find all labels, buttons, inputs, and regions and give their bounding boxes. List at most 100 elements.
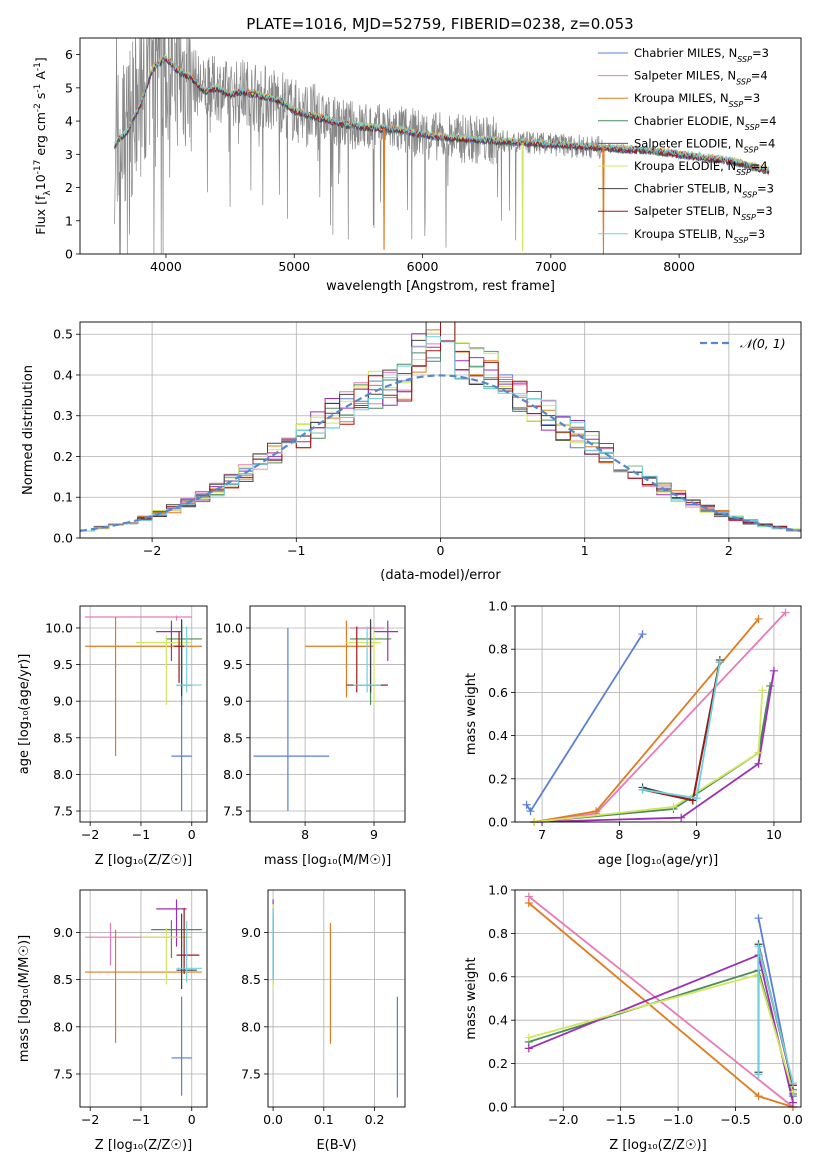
- normal-curve: [79, 374, 802, 532]
- y-tick-label: 0.0: [488, 1100, 508, 1115]
- x-tick-label: −1.0: [663, 1112, 693, 1127]
- y-axis-label: age [log₁₀(age/yr)]: [17, 654, 32, 775]
- y-tick-label: 9.0: [53, 694, 73, 709]
- legend-name: Kroupa STELIB, N: [634, 227, 734, 241]
- x-tick-label: 8000: [663, 259, 695, 274]
- y-tick-label: 8.5: [53, 972, 73, 987]
- y-tick-label: 0.4: [53, 367, 73, 382]
- y-tick-label: 0.8: [488, 926, 508, 941]
- weight-series-line: [757, 918, 794, 1097]
- weight-series-line: [525, 633, 644, 813]
- y-tick-label: 8.5: [223, 730, 243, 745]
- legend-tail: =3: [757, 182, 774, 196]
- weight-series-line: [534, 611, 787, 823]
- x-tick-label: 7: [538, 827, 546, 842]
- y-tick-label: 10.0: [215, 620, 243, 635]
- weight-point-marker: [754, 748, 763, 757]
- x-tick-label: −1: [287, 543, 305, 558]
- x-tick-label: −2.0: [548, 1112, 578, 1127]
- y-tick-label: 9.0: [53, 925, 73, 940]
- y-axis-label-part: -2: [33, 103, 43, 112]
- weight-point-marker: [754, 1092, 763, 1101]
- x-tick-label: 0.0: [263, 1112, 283, 1127]
- y-axis-label-part: -17: [33, 160, 43, 175]
- weight_vs_age-axes: 7 8 9 10 0.0 0.2 0.4 0.6 0.8 1.0 age [log₁₀(age/yr…: [464, 599, 802, 868]
- x-tick-label: 0: [437, 543, 445, 558]
- y-tick-label: 9.5: [53, 657, 73, 672]
- weight-series-line: [534, 670, 775, 823]
- legend-entry: Chabrier ELODIE, NSSP=4: [634, 114, 776, 132]
- legend-sub: SSP: [736, 77, 751, 86]
- axes-frame: [79, 37, 802, 255]
- weight-point-marker: [754, 759, 763, 768]
- age_vs_mass-axes: 8 9 7.5 8.0 8.5 9.0 9.5 10.0 mass [log₁₀(M/M☉)]: [215, 605, 406, 868]
- y-axis-label-part: erg cm: [33, 112, 48, 160]
- y-tick-label: 6: [65, 47, 73, 62]
- axes-frame: [514, 889, 802, 1108]
- legend-name: Salpeter MILES, N: [634, 69, 736, 83]
- y-tick-label: 0.0: [488, 815, 508, 830]
- legend-name: Kroupa MILES, N: [634, 91, 729, 105]
- y-tick-label: 9.0: [241, 925, 261, 940]
- x-axis-label: Z [log₁₀(Z/Z☉)]: [95, 1138, 192, 1153]
- legend-sub: SSP: [741, 213, 756, 222]
- y-tick-label: 4: [65, 114, 73, 129]
- y-tick-label: 3: [65, 147, 73, 162]
- weight-point-marker: [592, 807, 601, 816]
- x-tick-label: −2: [143, 543, 161, 558]
- x-tick-label: 8: [301, 827, 309, 842]
- legend-tail: =3: [752, 46, 769, 60]
- x-tick-label: 10: [766, 827, 782, 842]
- weight-point-marker: [526, 807, 535, 816]
- x-tick-label: −0.5: [720, 1112, 750, 1127]
- y-axis-label: Normed distribution: [21, 365, 36, 495]
- axes-frame: [249, 605, 406, 823]
- y-axis-label: mass weight: [464, 673, 479, 755]
- x-axis-label: (data-model)/error: [380, 568, 501, 583]
- weight_vs_Z-axes: −2.0 −1.5 −1.0 −0.5 0.0 0.0 0.2 0.4 0.6 0.8 1.0 Z […: [464, 883, 803, 1154]
- y-tick-label: 0.2: [53, 449, 73, 464]
- legend-name: Chabrier MILES, N: [634, 46, 737, 60]
- x-tick-label: −2: [81, 1112, 99, 1127]
- y-tick-label: 7.5: [223, 804, 243, 819]
- y-axis-label-part: ]: [33, 57, 48, 62]
- spectrum-spike: [602, 147, 605, 254]
- mass_vs_Z-axes: −2 −1 0 7.5 8.0 8.5 9.0 Z [log₁₀(Z/Z☉)] mass [lo…: [17, 889, 208, 1153]
- x-tick-label: 9: [693, 827, 701, 842]
- legend-entry: Chabrier MILES, NSSP=3: [634, 46, 769, 64]
- legend-name: Salpeter STELIB, N: [634, 204, 741, 218]
- y-tick-label: 8.0: [241, 1019, 261, 1034]
- y-tick-label: 7.5: [53, 804, 73, 819]
- y-tick-label: 8.0: [223, 767, 243, 782]
- legend-sub: SSP: [729, 100, 744, 109]
- y-tick-label: 0.4: [488, 1013, 508, 1028]
- legend-entry: Kroupa MILES, NSSP=3: [634, 91, 760, 109]
- x-tick-label: 0.0: [783, 1112, 803, 1127]
- weight-point-marker: [769, 666, 778, 675]
- x-tick-label: −1: [132, 827, 150, 842]
- weight-series-line: [534, 690, 764, 823]
- y-tick-label: 0.2: [488, 1056, 508, 1071]
- legend-entry: 𝒩(0, 1): [740, 336, 786, 351]
- legend-sub: SSP: [734, 235, 749, 244]
- y-tick-label: 5: [65, 80, 73, 95]
- x-tick-label: 8: [615, 827, 623, 842]
- x-axis-label: mass [log₁₀(M/M☉)]: [264, 853, 391, 868]
- y-tick-label: 1.0: [488, 883, 508, 898]
- weight-point-marker: [788, 1079, 797, 1088]
- legend-tail: =3: [756, 204, 773, 218]
- residuals-axes: −2 −1 0 1 2 0.0 0.1 0.2 0.3 0.4 0.5 (data-model)/er…: [21, 321, 802, 583]
- weight-point-marker: [522, 800, 531, 809]
- weight-point-marker: [692, 794, 701, 803]
- axes-frame: [79, 321, 802, 539]
- weight-point-marker: [754, 1070, 763, 1079]
- x-axis-label: E(B-V): [316, 1138, 356, 1153]
- y-axis-label-part: s: [33, 93, 48, 104]
- x-tick-label: 9: [370, 827, 378, 842]
- age_vs_Z-axes: −2 −1 0 7.5 8.0 8.5 9.0 9.5 10.0 Z [log₁₀(Z/Z☉)] a…: [17, 605, 208, 868]
- y-tick-label: 0.0: [53, 531, 73, 546]
- y-tick-label: 0.6: [488, 685, 508, 700]
- y-tick-label: 7.5: [53, 1066, 73, 1081]
- legend-tail: =3: [748, 227, 765, 241]
- legend-sub: SSP: [744, 145, 759, 154]
